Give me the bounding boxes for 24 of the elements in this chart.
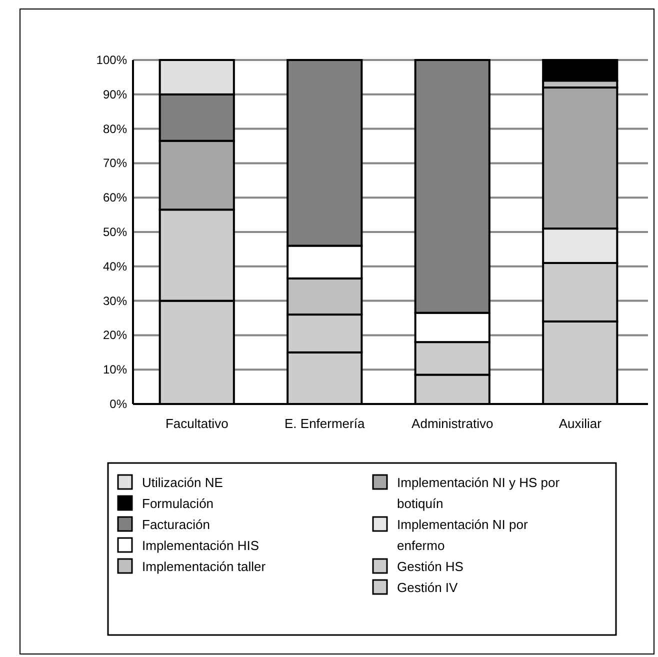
y-tick-label: 0%	[110, 397, 128, 411]
x-tick-label: Facultativo	[165, 416, 228, 431]
legend-label: Utilización NE	[142, 475, 224, 490]
y-tick-label: 100%	[96, 53, 128, 67]
legend-label: Implementación taller	[142, 559, 266, 574]
y-tick-label: 60%	[102, 190, 128, 205]
y-tick-label: 10%	[102, 362, 128, 377]
legend-label: Facturación	[142, 517, 210, 532]
legend-label: Gestión HS	[397, 559, 464, 574]
y-tick-label: 90%	[102, 87, 128, 102]
x-tick-label: Administrativo	[412, 416, 494, 431]
y-tick-label: 40%	[102, 259, 128, 274]
legend-label: Formulación	[142, 496, 214, 511]
x-tick-label: E. Enfermería	[284, 416, 366, 431]
legend-label: Implementación HIS	[142, 538, 260, 553]
legend-label: Implementación NI por enfermo	[397, 517, 528, 553]
y-tick-label: 70%	[102, 156, 128, 170]
y-tick-label: 80%	[102, 122, 128, 136]
y-tick-label: 20%	[102, 328, 128, 342]
y-tick-label: 50%	[102, 225, 128, 239]
legend-label: Implementación NI y HS por botiquín	[397, 475, 560, 511]
y-tick-label: 30%	[102, 294, 128, 308]
x-tick-label: Auxiliar	[558, 416, 602, 431]
legend-label: Gestión IV	[397, 580, 458, 595]
